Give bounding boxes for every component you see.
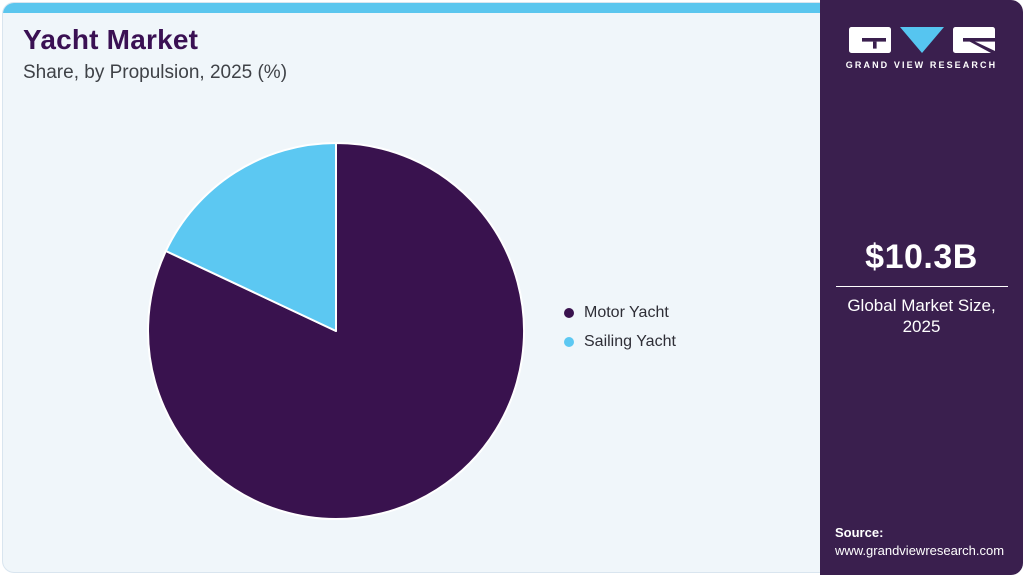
market-size-label-line2: 2025: [902, 317, 941, 337]
page-title: Yacht Market: [23, 24, 199, 55]
market-size-stat: $10.3B Global Market Size, 2025: [820, 238, 1023, 338]
gvr-logo-wordmark: GRAND VIEW RESEARCH: [845, 60, 998, 70]
pie-chart-svg: [147, 142, 526, 520]
gvr-logo-icon: [848, 27, 995, 53]
source-label: Source:: [835, 525, 884, 540]
legend: Motor Yacht Sailing Yacht: [564, 304, 676, 351]
stat-divider: [835, 286, 1008, 287]
page-subtitle: Share, by Propulsion, 2025 (%): [23, 62, 288, 83]
legend-swatch-sailing-yacht-icon: [564, 337, 574, 347]
legend-item-motor-yacht: Motor Yacht: [564, 304, 676, 322]
header: Yacht Market Share, by Propulsion, 2025 …: [23, 24, 287, 84]
source-url: www.grandviewresearch.com: [835, 543, 1005, 558]
brand-sidebar: GRAND VIEW RESEARCH $10.3B Global Market…: [820, 0, 1023, 575]
chart-card: Yacht Market Share, by Propulsion, 2025 …: [2, 2, 820, 573]
market-size-label-line1: Global Market Size,: [847, 296, 996, 315]
legend-swatch-motor-yacht-icon: [564, 308, 574, 318]
market-size-label: Global Market Size, 2025: [820, 295, 1023, 338]
accent-topbar: [3, 3, 820, 13]
legend-label-sailing-yacht: Sailing Yacht: [584, 333, 676, 350]
pie-chart: [144, 139, 528, 523]
legend-item-sailing-yacht: Sailing Yacht: [564, 333, 676, 351]
market-size-value: $10.3B: [865, 238, 978, 276]
pie-slice-sailing-yacht: [164, 142, 337, 332]
legend-label-motor-yacht: Motor Yacht: [584, 304, 669, 321]
source: Source: www.grandviewresearch.com: [835, 525, 1004, 558]
gvr-logo: GRAND VIEW RESEARCH: [820, 27, 1023, 70]
